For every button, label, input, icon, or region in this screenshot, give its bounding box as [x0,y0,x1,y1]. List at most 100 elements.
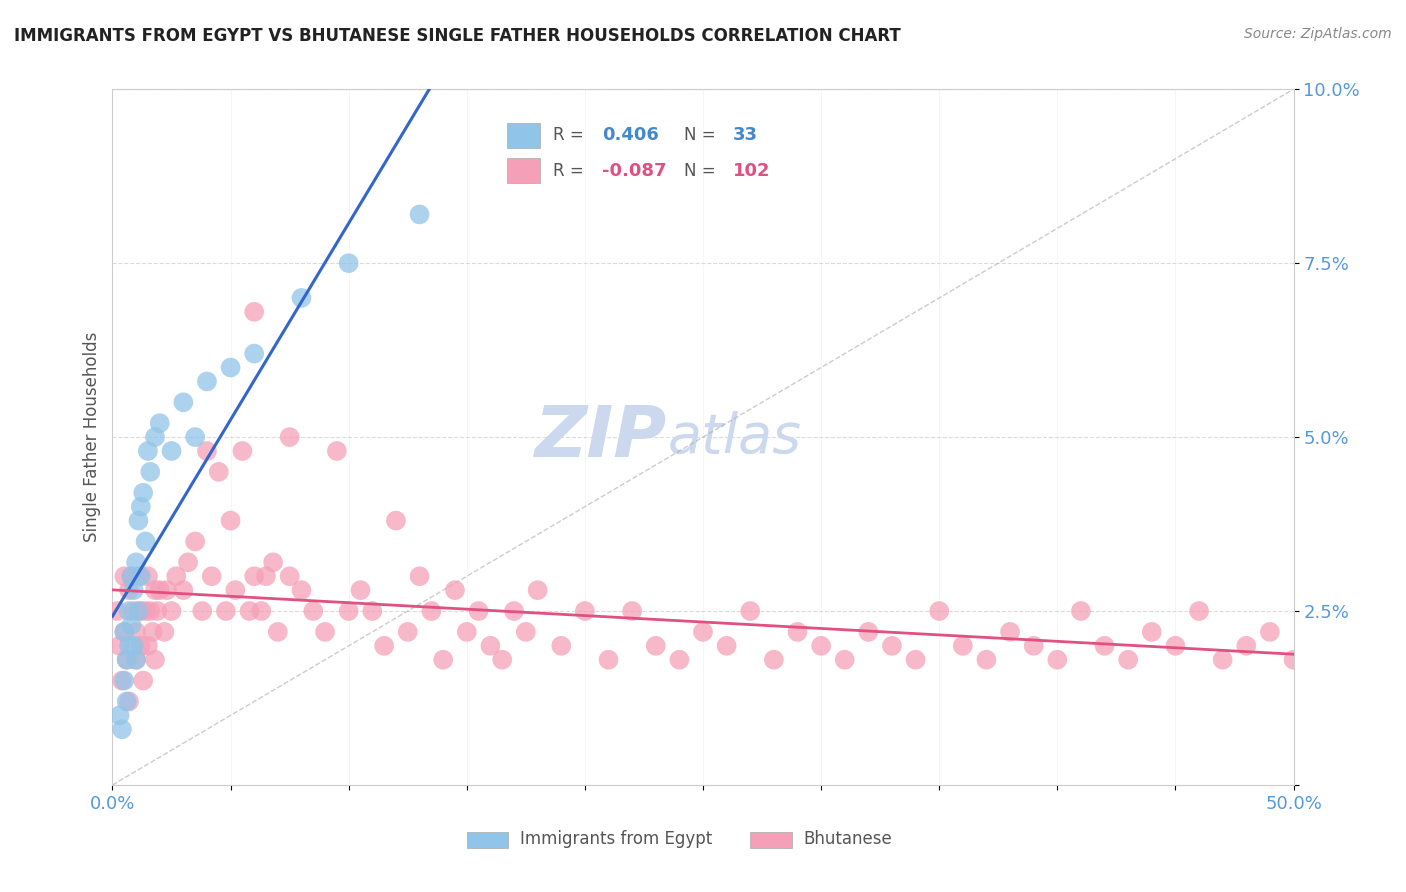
Point [928,604,950,618]
Point [385,514,408,528]
Point [136,444,159,458]
Point [267,624,290,639]
Point [644,639,666,653]
Point [177,555,200,569]
Point [231,444,253,458]
Point [598,653,620,667]
Bar [467,832,508,847]
Point [810,639,832,653]
Point [172,395,194,409]
Point [122,604,145,618]
Point [115,694,138,708]
Point [153,624,176,639]
Point [1070,604,1092,618]
Point [143,583,166,598]
Point [111,723,134,737]
Point [112,624,135,639]
Point [262,555,284,569]
Point [115,653,138,667]
Point [142,624,165,639]
Y-axis label: Single Father Households: Single Father Households [83,332,101,542]
Point [952,639,974,653]
Point [1212,653,1234,667]
Point [238,604,260,618]
Point [129,569,152,583]
Text: 0.406: 0.406 [602,127,658,145]
Point [112,624,135,639]
Point [250,604,273,618]
Point [290,583,312,598]
Point [373,639,395,653]
Point [420,604,443,618]
Point [456,624,478,639]
Point [786,624,808,639]
Point [108,639,131,653]
Point [408,207,430,221]
Point [201,569,224,583]
Point [692,624,714,639]
Point [191,604,214,618]
Point [550,639,572,653]
Point [184,534,207,549]
Point [118,583,141,598]
Point [1022,639,1045,653]
Point [132,673,155,688]
Point [740,604,762,618]
Point [136,639,159,653]
Point [302,604,325,618]
Point [129,500,152,514]
Point [904,653,927,667]
Point [143,653,166,667]
Point [224,583,246,598]
Point [135,604,157,618]
Text: 33: 33 [733,127,758,145]
Text: Bhutanese: Bhutanese [803,830,893,848]
Point [112,673,135,688]
Point [1188,604,1211,618]
Point [880,639,903,653]
Point [976,653,998,667]
Point [125,624,148,639]
Point [195,444,218,458]
Point [621,604,644,618]
Point [149,416,172,430]
Point [1094,639,1116,653]
Point [1164,639,1187,653]
Point [125,653,148,667]
Point [278,569,301,583]
Point [132,485,155,500]
FancyBboxPatch shape [508,122,540,148]
Point [129,639,152,653]
Point [125,653,148,667]
Point [112,569,135,583]
Point [184,430,207,444]
Point [125,555,148,569]
Point [127,604,149,618]
Point [160,604,183,618]
Point [479,639,502,653]
FancyBboxPatch shape [508,158,540,184]
Point [111,673,134,688]
Point [139,604,162,618]
Point [396,624,419,639]
Point [408,569,430,583]
Text: atlas: atlas [668,410,801,464]
Point [215,604,238,618]
Text: N =: N = [683,161,720,180]
Point [1258,624,1281,639]
Point [278,430,301,444]
Point [337,256,360,270]
Point [1116,653,1139,667]
Point [432,653,454,667]
Point [349,583,371,598]
Point [146,604,169,618]
Text: 102: 102 [733,161,770,180]
Point [762,653,785,667]
Point [834,653,856,667]
Point [129,604,152,618]
Point [716,639,738,653]
Bar [751,832,792,847]
Text: N =: N = [683,127,720,145]
Point [120,618,142,632]
Point [122,583,145,598]
